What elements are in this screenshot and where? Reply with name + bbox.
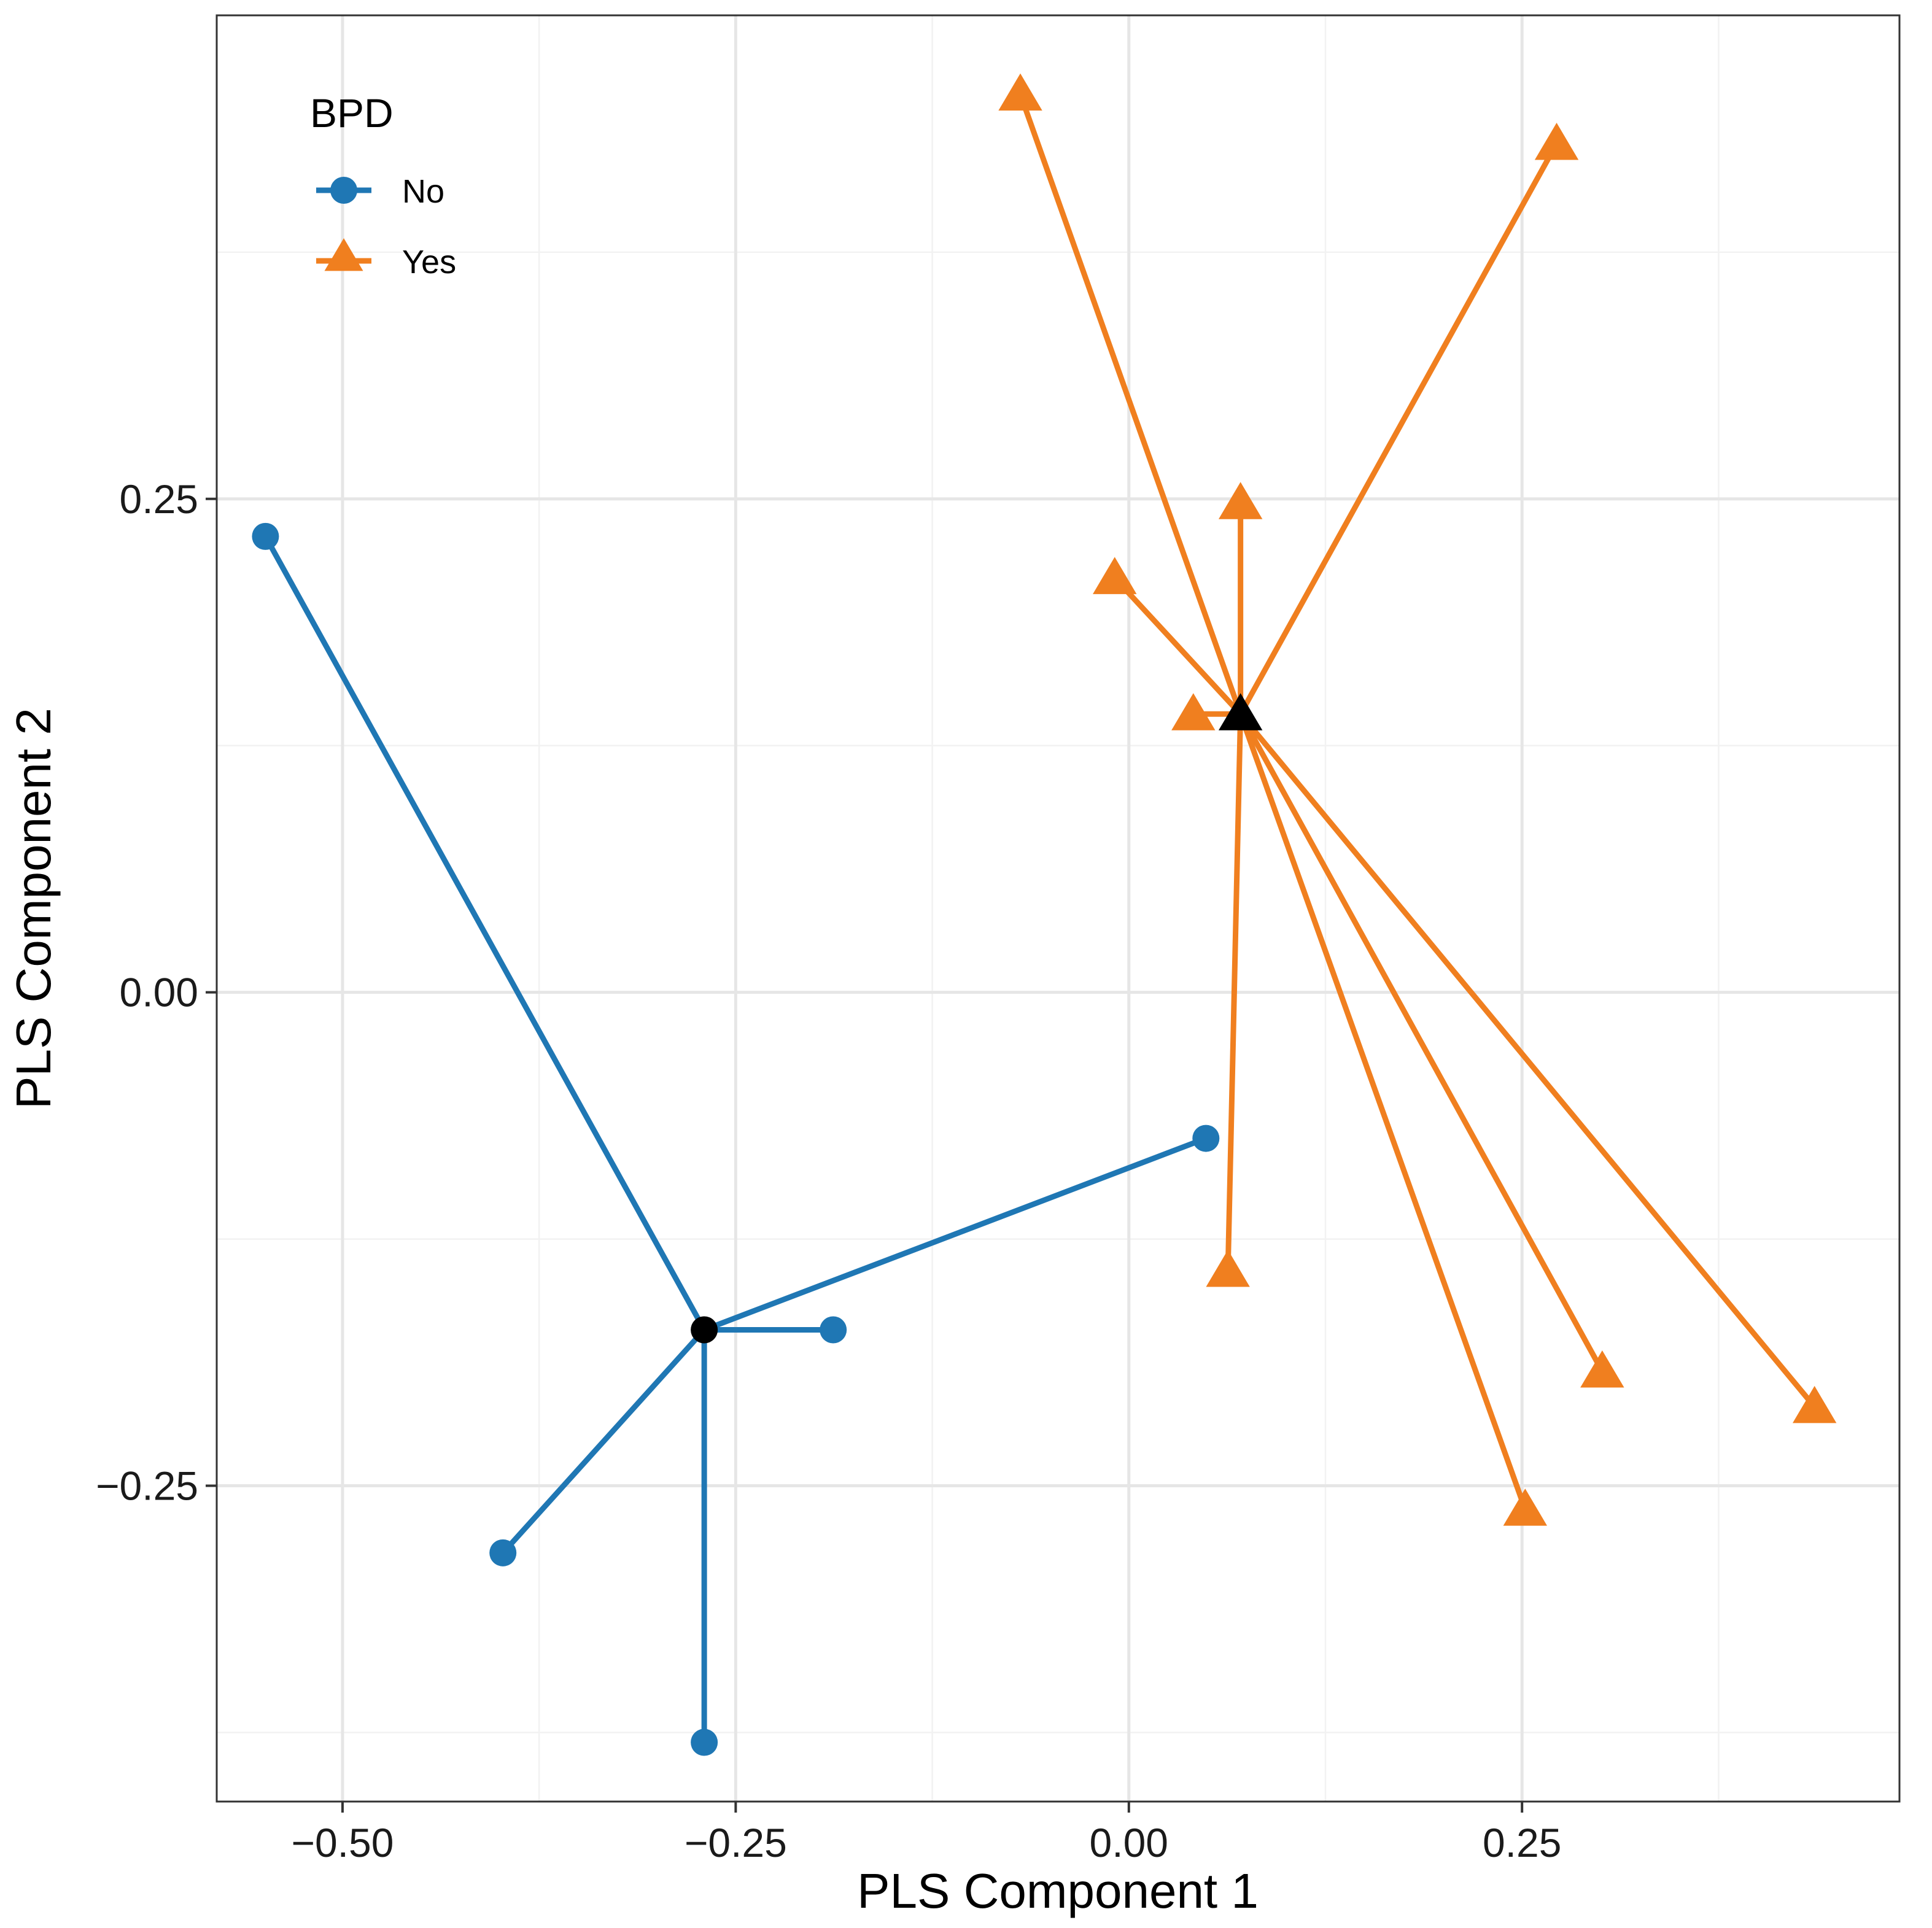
point-no	[691, 1729, 718, 1756]
legend-title: BPD	[310, 90, 394, 136]
legend: BPD No Yes	[310, 90, 456, 281]
grid-lines	[217, 15, 1899, 1802]
y-tick-label: 0.00	[120, 970, 198, 1015]
point-no	[489, 1539, 517, 1566]
point-no	[1192, 1125, 1220, 1152]
segment-yes	[1238, 711, 1528, 1512]
data-points	[252, 73, 1837, 1756]
segment-no	[500, 1327, 707, 1556]
point-yes	[1171, 693, 1216, 730]
legend-label-yes: Yes	[402, 244, 456, 281]
centroid-no	[691, 1316, 718, 1344]
x-tick-label: 0.25	[1483, 1820, 1561, 1865]
segment-yes	[1112, 575, 1244, 717]
y-axis-title: PLS Component 2	[6, 708, 61, 1109]
x-tick-label: −0.25	[685, 1820, 787, 1865]
panel-border	[215, 14, 1901, 1803]
point-yes	[1503, 1489, 1548, 1526]
legend-triangle-icon	[324, 238, 363, 271]
centroid-yes	[1218, 693, 1263, 730]
point-yes	[1534, 123, 1579, 160]
point-no	[820, 1316, 847, 1344]
segment-yes	[1017, 91, 1244, 717]
centroid-segments	[262, 91, 1818, 1746]
x-tick-label: −0.50	[291, 1820, 394, 1865]
segment-no	[262, 533, 707, 1333]
x-axis-title: PLS Component 1	[857, 1864, 1259, 1918]
y-tick-label: −0.25	[96, 1463, 198, 1509]
point-yes	[1792, 1385, 1837, 1423]
legend-circle-icon	[330, 177, 357, 204]
segment-yes	[1238, 711, 1605, 1374]
legend-key-yes	[316, 238, 371, 271]
point-yes	[1580, 1350, 1624, 1388]
segment-no	[701, 1136, 1209, 1333]
point-yes	[1218, 482, 1263, 519]
axis-ticks: −0.50 −0.25 0.00 0.25 −0.25 0.00 0.25	[96, 476, 1561, 1865]
segment-yes	[1238, 711, 1818, 1410]
x-tick-label: 0.00	[1090, 1820, 1168, 1865]
legend-label-no: No	[402, 173, 444, 210]
point-yes	[1093, 557, 1137, 594]
group-centroids	[691, 693, 1263, 1344]
segment-yes	[1238, 141, 1560, 717]
y-tick-label: 0.25	[120, 476, 198, 522]
point-no	[252, 522, 279, 550]
point-yes	[998, 73, 1042, 111]
legend-key-no	[316, 177, 371, 204]
point-yes	[1206, 1250, 1250, 1287]
segment-yes	[1225, 711, 1244, 1274]
